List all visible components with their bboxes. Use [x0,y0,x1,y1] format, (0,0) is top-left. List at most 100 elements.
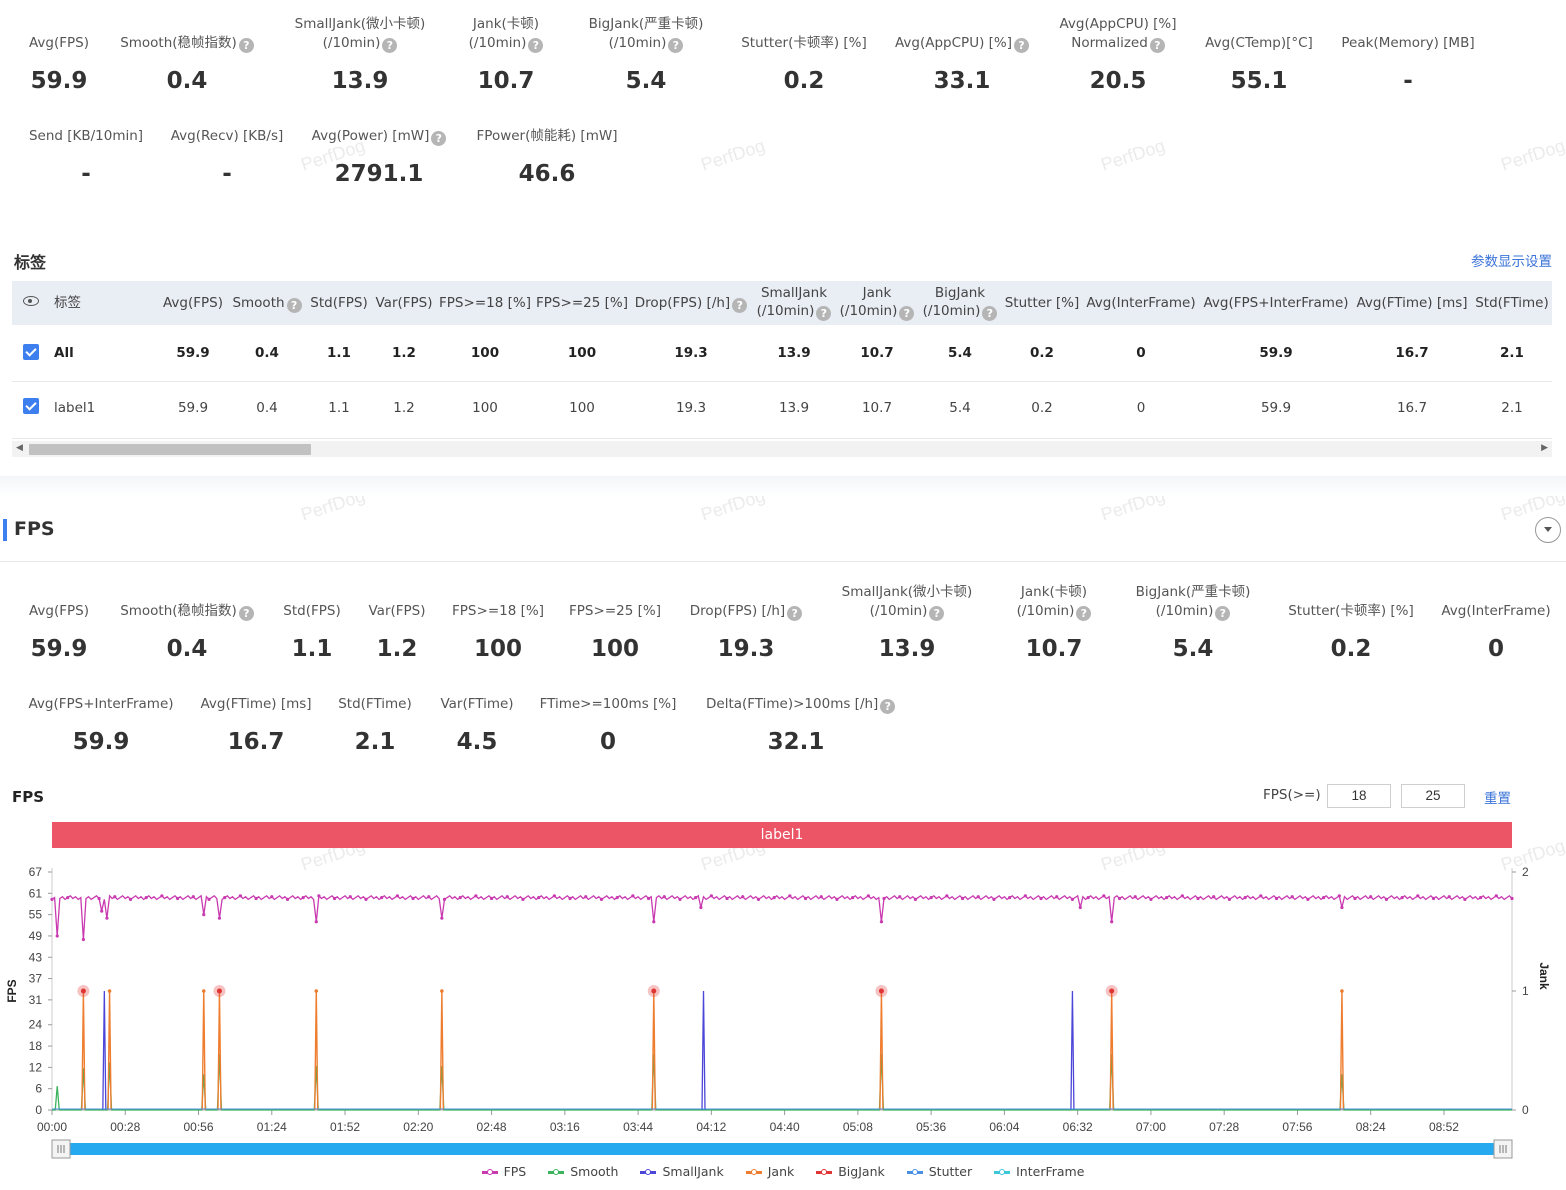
fps-point [97,896,101,901]
summary-metric: Peak(Memory) [MB] - [1298,34,1518,94]
fps-metric: Jank(卡顿) (/10min)? 10.7 [964,583,1144,662]
bigjank-point[interactable] [80,988,86,994]
horizontal-scrollbar[interactable]: ◀ ▶ [12,441,1552,457]
fps-threshold-input-1[interactable]: 18 [1327,784,1391,808]
help-icon[interactable]: ? [899,306,915,321]
metric-label: (/10min)? [1103,602,1283,621]
fps-point [1055,895,1059,899]
x-tick-label: 01:24 [257,1120,287,1134]
fps-point [1416,894,1420,898]
fps-point [1322,895,1326,900]
bigjank-point[interactable] [216,988,222,994]
metric-label: (/10min)? [396,34,616,53]
eye-icon[interactable] [23,296,39,306]
fps-point [144,895,148,900]
help-icon[interactable]: ? [787,606,803,621]
legend-swatch-icon [745,1169,762,1175]
zoom-handle-right[interactable] [1493,1139,1513,1159]
help-icon[interactable]: ? [238,606,254,621]
scroll-left-icon[interactable]: ◀ [16,443,23,453]
table-cell: 59.9 [1259,345,1293,361]
help-icon[interactable]: ? [929,606,945,621]
help-icon[interactable]: ? [982,306,998,321]
param-display-settings-link[interactable]: 参数显示设置 [1471,254,1552,270]
legend-item[interactable]: Stutter [906,1164,972,1179]
y2-tick-label: 1 [1522,984,1529,998]
fps-point [615,895,619,900]
legend-item[interactable]: FPS [481,1164,526,1179]
metric-value: 59.9 [72,729,130,755]
legend-swatch-icon [481,1169,498,1175]
metric-label: (/10min)? [964,602,1144,621]
table-row[interactable]: label1 59.9 0.4 1.1 1.2 100 100 19.3 13.9 10.7 5.4… [12,382,1552,439]
column-header-text: Stutter [%] [1004,295,1080,311]
metric-value: 10.7 [477,68,535,94]
help-icon[interactable]: ? [382,38,398,53]
legend-item[interactable]: Smooth [548,1164,618,1179]
jank-spike [201,990,206,1111]
bigjank-point[interactable] [1109,988,1115,994]
bigjank-point[interactable] [651,988,657,994]
fps-point [489,896,494,901]
help-icon[interactable]: ? [1149,38,1165,53]
table-cell: 19.3 [674,345,708,361]
metric-value: 1.2 [376,636,418,662]
zoom-handle-left[interactable] [51,1139,71,1159]
help-icon[interactable]: ? [880,699,896,714]
scroll-right-icon[interactable]: ▶ [1541,443,1548,453]
label-range-bar[interactable]: label1 [52,822,1512,848]
reset-button[interactable]: 重置 [1484,791,1511,807]
metric-label: Stutter(卡顿率) [%] [694,34,914,53]
fps-point [1494,894,1498,898]
row-checkbox[interactable] [23,344,39,360]
help-icon[interactable]: ? [528,38,544,53]
metric-label-text: Avg(FPS) [28,35,89,51]
table-row[interactable]: All 59.9 0.4 1.1 1.2 100 100 19.3 13.9 10.7 5.4 0.2… [12,325,1552,382]
fps-metric: Smooth(稳帧指数)? 0.4 [97,602,277,662]
scrollbar-thumb[interactable] [29,444,311,455]
zoom-slider-track[interactable] [60,1143,1504,1155]
help-icon[interactable]: ? [1014,38,1029,53]
table-cell: 0 [1136,345,1146,361]
column-header-text: Jank [862,285,892,301]
help-icon[interactable]: ? [431,131,447,146]
table-cell: 16.7 [1395,345,1429,361]
metric-label: Delta(FTime)>100ms [/h]? [706,695,896,714]
metric-label-text: Send [KB/10min] [28,128,144,144]
fps-point [1463,897,1467,901]
fps-point [1039,896,1043,901]
legend-dot-icon [486,1169,493,1175]
help-icon[interactable]: ? [238,38,254,53]
legend-item[interactable]: SmallJank [640,1164,724,1179]
help-icon[interactable]: ? [1076,606,1092,621]
column-header: SmallJank (/10min)? [714,284,874,321]
legend-item[interactable]: InterFrame [994,1164,1084,1179]
help-icon[interactable]: ? [816,306,832,321]
row-checkbox[interactable] [23,398,39,414]
metric-value: 100 [473,636,522,662]
help-icon[interactable]: ? [668,38,684,53]
column-header: Std(FPS) [259,294,419,312]
bigjank-point[interactable] [878,988,884,994]
collapse-chevron-icon[interactable] [1535,517,1561,543]
legend-item[interactable]: BigJank [816,1164,885,1179]
legend-item[interactable]: Jank [745,1164,794,1179]
metric-label-text: (/10min) [468,35,527,51]
fps-metric: FPS>=25 [%] 100 [525,602,705,662]
summary-metric: Avg(CTemp)[°C] 55.1 [1149,34,1369,94]
fps-point [1102,894,1106,898]
metric-label-text: Avg(FPS) [28,603,89,619]
jank-spike [1339,990,1345,1111]
metric-value: 20.5 [1089,68,1147,94]
fps-threshold-input-2[interactable]: 25 [1401,784,1465,808]
x-tick-label: 04:12 [696,1120,726,1134]
fps-point [1023,894,1027,898]
help-icon[interactable]: ? [1215,606,1231,621]
fps-point [1243,895,1247,900]
help-icon[interactable]: ? [286,298,302,313]
table-cell: 2.1 [1500,345,1524,361]
help-icon[interactable]: ? [732,298,748,313]
fps-metric: Stutter(卡顿率) [%] 0.2 [1261,602,1441,662]
metric-label: SmallJank(微小卡顿) [250,15,470,34]
